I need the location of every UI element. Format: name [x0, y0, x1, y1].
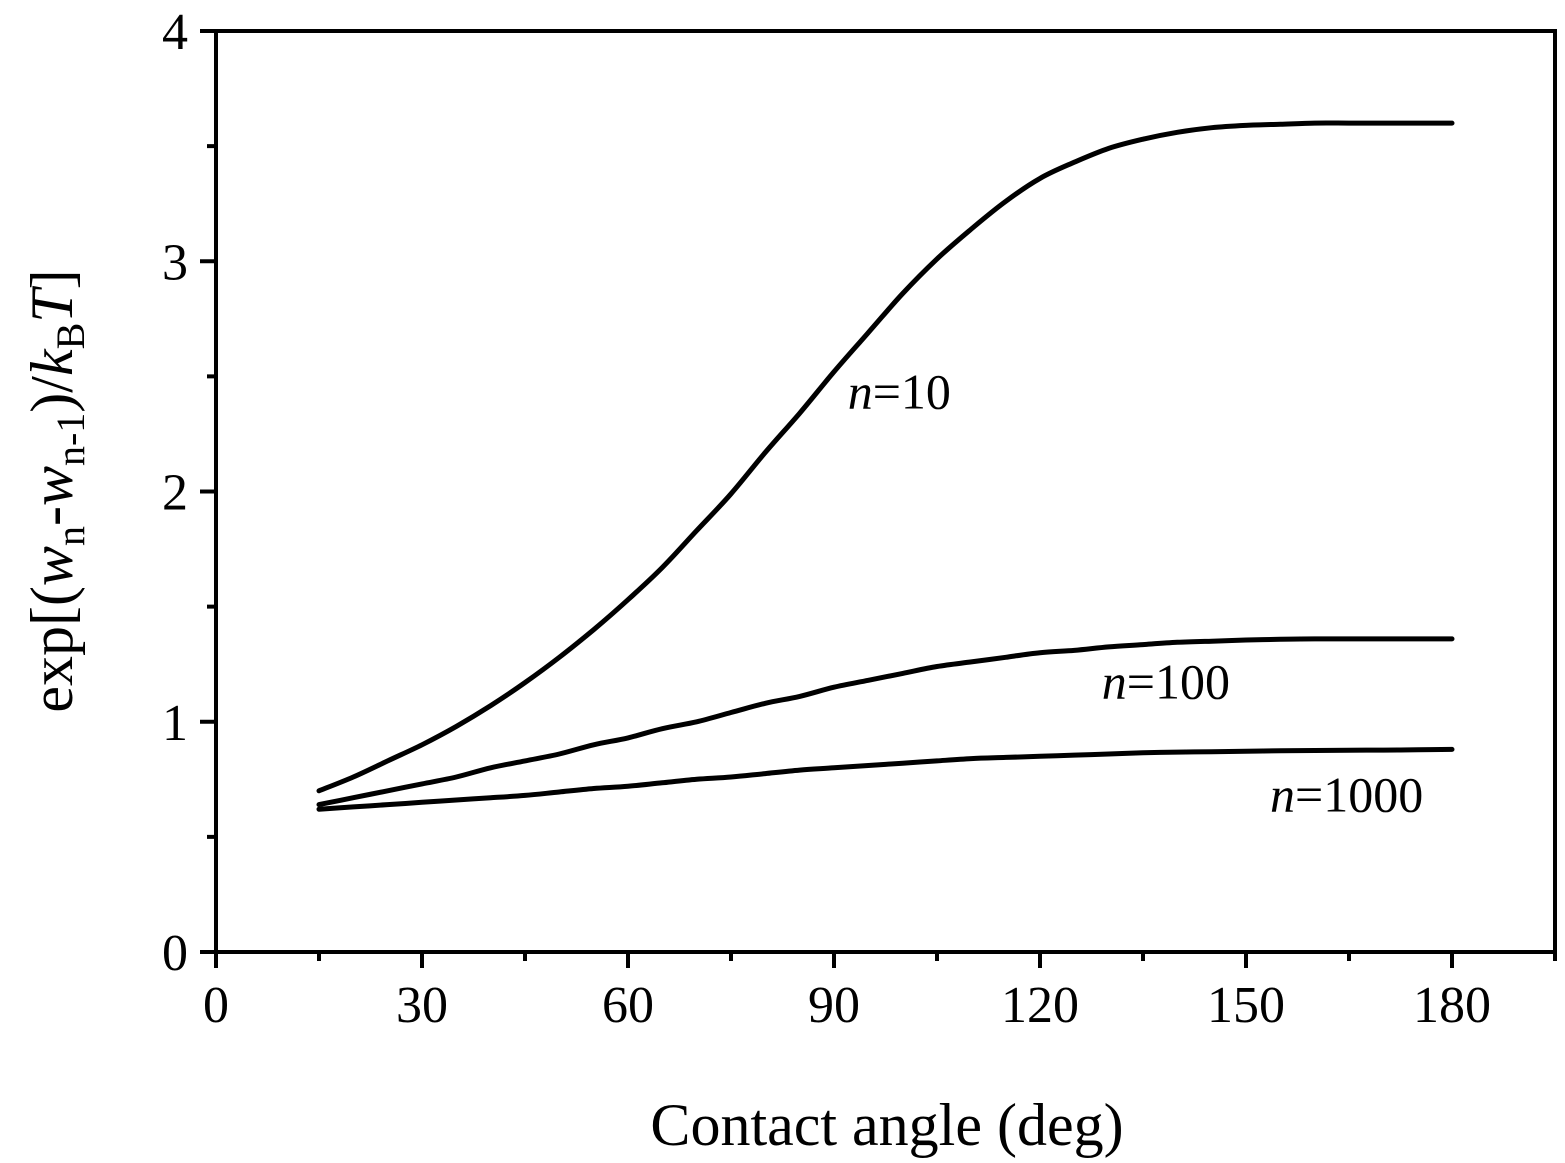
- y-title-k: k: [19, 348, 85, 376]
- x-tick-label: 30: [396, 977, 448, 1034]
- curves: [316, 120, 1455, 812]
- x-tick-label: 60: [602, 977, 654, 1034]
- y-tick-label: 2: [162, 465, 188, 522]
- y-title-sub2: n-1: [48, 413, 93, 466]
- y-tick-label: 0: [162, 925, 188, 982]
- curve-label-value: =10: [873, 364, 951, 420]
- x-tick-label: 120: [1001, 977, 1079, 1034]
- y-title-w2: w: [19, 466, 85, 506]
- y-title-w1: w: [19, 546, 85, 586]
- y-tick-label: 1: [162, 695, 188, 752]
- curve-label-n: n: [1270, 767, 1295, 823]
- curve-label-1: n=100: [1102, 654, 1230, 710]
- curve-label-0: n=10: [848, 364, 951, 420]
- series-line-1: [316, 636, 1455, 808]
- y-title-t: T: [19, 286, 85, 323]
- y-tick-label: 3: [162, 234, 188, 291]
- y-title-sub1: n: [48, 526, 93, 546]
- y-title-mid: )/: [19, 376, 85, 413]
- y-tick-label: 4: [162, 4, 188, 61]
- y-title-suffix: ]: [19, 269, 85, 289]
- curve-label-n: n: [848, 364, 873, 420]
- y-title-sub3: B: [48, 323, 93, 350]
- curve-label-value: =1000: [1295, 767, 1423, 823]
- axis-tick-labels: 0 30 60 90 120 150 180 0 1 2 3 4: [162, 4, 1491, 1034]
- y-axis-title: exp[(wn-wn-1)/kBT]: [19, 269, 93, 712]
- y-title-prefix: exp[(: [19, 586, 85, 713]
- x-tick-label: 150: [1207, 977, 1285, 1034]
- x-tick-label: 180: [1413, 977, 1491, 1034]
- series-line-0: [316, 120, 1455, 794]
- series-line-2: [316, 746, 1455, 812]
- y-title-minus: -: [19, 506, 85, 526]
- x-tick-label: 90: [808, 977, 860, 1034]
- x-tick-label: 0: [203, 977, 229, 1034]
- curve-label-value: =100: [1127, 654, 1230, 710]
- x-axis-title: Contact angle (deg): [650, 1092, 1123, 1158]
- curve-label-2: n=1000: [1270, 767, 1423, 823]
- curve-label-n: n: [1102, 654, 1127, 710]
- axis-ticks: [200, 29, 1557, 968]
